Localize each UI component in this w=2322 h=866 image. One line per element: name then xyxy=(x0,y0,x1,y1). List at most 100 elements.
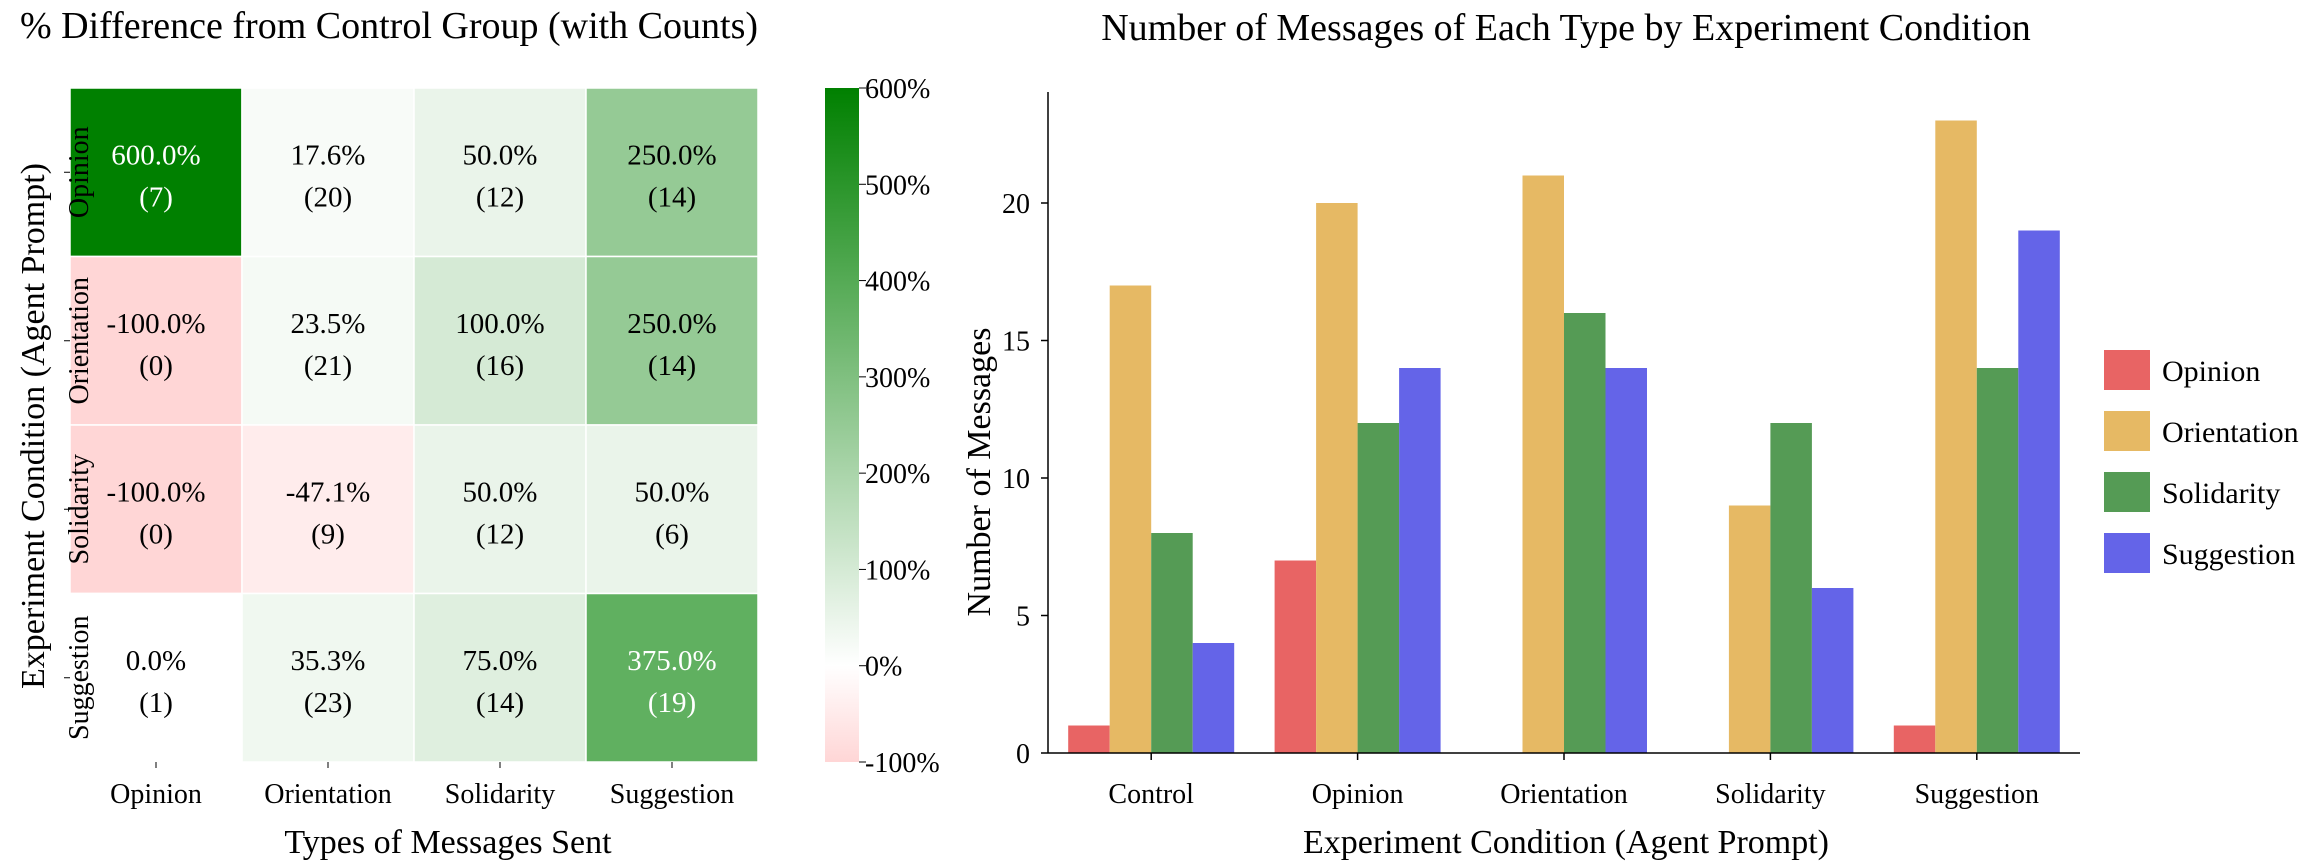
bar-chart-x-ticks: Control Opinion Orientation Solidarity Sugge… xyxy=(1108,753,2039,810)
heatmap-x-tick-label: Suggestion xyxy=(610,779,734,810)
legend-label: Orientation xyxy=(2162,416,2299,449)
heatmap-cell xyxy=(241,255,415,426)
heatmap-cell xyxy=(585,592,759,763)
heatmap-cell-count: (19) xyxy=(648,687,696,719)
bar-chart-x-tick-label: Opinion xyxy=(1312,779,1404,810)
legend-swatch xyxy=(2104,350,2150,390)
heatmap-cell-count: (14) xyxy=(648,350,696,382)
bar-chart-x-tick-label: Solidarity xyxy=(1715,779,1825,810)
heatmap-cell-count: (21) xyxy=(304,350,352,382)
heatmap-cell-count: (1) xyxy=(139,687,173,719)
bar-chart-y-tick-label: 10 xyxy=(1002,464,1030,495)
heatmap-cell xyxy=(241,592,415,763)
heatmap-y-tick-label: Solidarity xyxy=(64,454,95,564)
heatmap-cell-percent: 250.0% xyxy=(627,139,716,171)
heatmap-cell xyxy=(69,87,243,258)
bar-chart-y-ticks: 0 5 10 15 20 xyxy=(1002,189,1048,770)
legend-label: Solidarity xyxy=(2162,477,2280,510)
heatmap-cell xyxy=(413,592,587,763)
heatmap-cell-count: (20) xyxy=(304,181,352,213)
legend-label: Opinion xyxy=(2162,355,2260,388)
heatmap-cell-count: (12) xyxy=(476,181,524,213)
heatmap-cell xyxy=(413,255,587,426)
bar xyxy=(2018,230,2060,753)
heatmap-cell-percent: -100.0% xyxy=(106,476,205,508)
legend-swatch xyxy=(2104,533,2150,573)
bar-chart: Number of Messages of Each Type by Exper… xyxy=(961,7,2299,861)
bar-chart-y-tick-label: 20 xyxy=(1002,189,1030,220)
bar-chart-legend: Opinion Orientation Solidarity Suggestion xyxy=(2104,350,2299,573)
heatmap-cell xyxy=(585,87,759,258)
heatmap-cell-count: (0) xyxy=(139,350,173,382)
heatmap-x-ticks: Opinion Orientation Solidarity Suggestion xyxy=(110,762,734,810)
heatmap-cell xyxy=(69,255,243,426)
bar-chart-y-tick-label: 0 xyxy=(1016,739,1030,770)
bar-chart-x-tick-label: Suggestion xyxy=(1915,779,2039,810)
heatmap-cell-percent: 50.0% xyxy=(463,139,538,171)
heatmap-cell-count: (14) xyxy=(648,181,696,213)
heatmap-cell-count: (0) xyxy=(139,518,173,550)
colorbar-ticks: 600% 500% 400% 300% 200% 100% 0% -100% xyxy=(859,74,940,779)
heatmap-cell xyxy=(413,424,587,595)
heatmap-cell-count: (12) xyxy=(476,518,524,550)
heatmap-chart: % Difference from Control Group (with Co… xyxy=(15,5,940,861)
bar xyxy=(1935,120,1977,753)
bar xyxy=(1522,175,1564,753)
heatmap-x-axis-label: Types of Messages Sent xyxy=(284,824,612,861)
heatmap-cell-count: (7) xyxy=(139,181,173,213)
colorbar-tick-label: 600% xyxy=(865,74,930,105)
legend-label: Suggestion xyxy=(2162,538,2295,571)
bar-chart-x-tick-label: Orientation xyxy=(1500,779,1628,810)
heatmap-cell-count: (9) xyxy=(311,518,345,550)
heatmap-y-ticks: Opinion Orientation Solidarity Suggestion xyxy=(64,126,95,740)
heatmap-cell-percent: -100.0% xyxy=(106,308,205,340)
bar xyxy=(1728,505,1771,753)
legend-swatch xyxy=(2104,411,2150,451)
colorbar-tick-label: -100% xyxy=(865,748,940,779)
bar xyxy=(1893,725,1936,753)
heatmap-cell-percent: -47.1% xyxy=(286,476,371,508)
heatmap-cell-count: (14) xyxy=(476,687,524,719)
bar-chart-title: Number of Messages of Each Type by Exper… xyxy=(1101,7,2031,49)
bar-chart-y-tick-label: 15 xyxy=(1002,327,1030,358)
heatmap-cell xyxy=(413,87,587,258)
bar xyxy=(1564,313,1606,753)
heatmap-cell xyxy=(241,87,415,258)
bar-chart-y-tick-label: 5 xyxy=(1016,602,1030,633)
heatmap-cell-percent: 250.0% xyxy=(627,308,716,340)
colorbar-tick-label: 500% xyxy=(865,170,930,201)
heatmap-cell xyxy=(585,424,759,595)
heatmap-cell-count: (6) xyxy=(655,518,689,550)
heatmap-cell-percent: 50.0% xyxy=(463,476,538,508)
bar xyxy=(1357,423,1400,753)
heatmap-cell-percent: 0.0% xyxy=(126,645,186,677)
heatmap-cell-count: (23) xyxy=(304,687,352,719)
heatmap-x-tick-label: Solidarity xyxy=(445,779,555,810)
heatmap-cell xyxy=(69,424,243,595)
bar xyxy=(1605,368,1647,753)
heatmap-cell-percent: 600.0% xyxy=(111,139,200,171)
bar-chart-bars xyxy=(1068,120,2060,753)
colorbar xyxy=(825,88,859,762)
bar-chart-x-tick-label: Control xyxy=(1108,779,1194,810)
heatmap-y-tick-label: Opinion xyxy=(64,126,95,218)
heatmap-cell xyxy=(241,424,415,595)
bar xyxy=(1316,203,1358,753)
bar xyxy=(1274,560,1317,753)
heatmap-cell xyxy=(69,592,243,763)
colorbar-tick-label: 0% xyxy=(865,652,902,683)
heatmap-y-axis-label: Experiment Condition (Agent Prompt) xyxy=(15,163,52,689)
heatmap-cell-percent: 100.0% xyxy=(455,308,544,340)
heatmap-x-tick-label: Orientation xyxy=(264,779,392,810)
heatmap-cell-percent: 17.6% xyxy=(291,139,366,171)
bar-chart-x-axis-label: Experiment Condition (Agent Prompt) xyxy=(1303,824,1829,861)
heatmap-cell-percent: 75.0% xyxy=(463,645,538,677)
heatmap-y-tick-label: Suggestion xyxy=(64,616,95,740)
bar xyxy=(1770,423,1812,753)
colorbar-tick-label: 100% xyxy=(865,555,930,586)
heatmap-cell-percent: 375.0% xyxy=(627,645,716,677)
colorbar-tick-label: 400% xyxy=(865,267,930,298)
heatmap-cell-percent: 35.3% xyxy=(291,645,366,677)
colorbar-tick-label: 300% xyxy=(865,363,930,394)
